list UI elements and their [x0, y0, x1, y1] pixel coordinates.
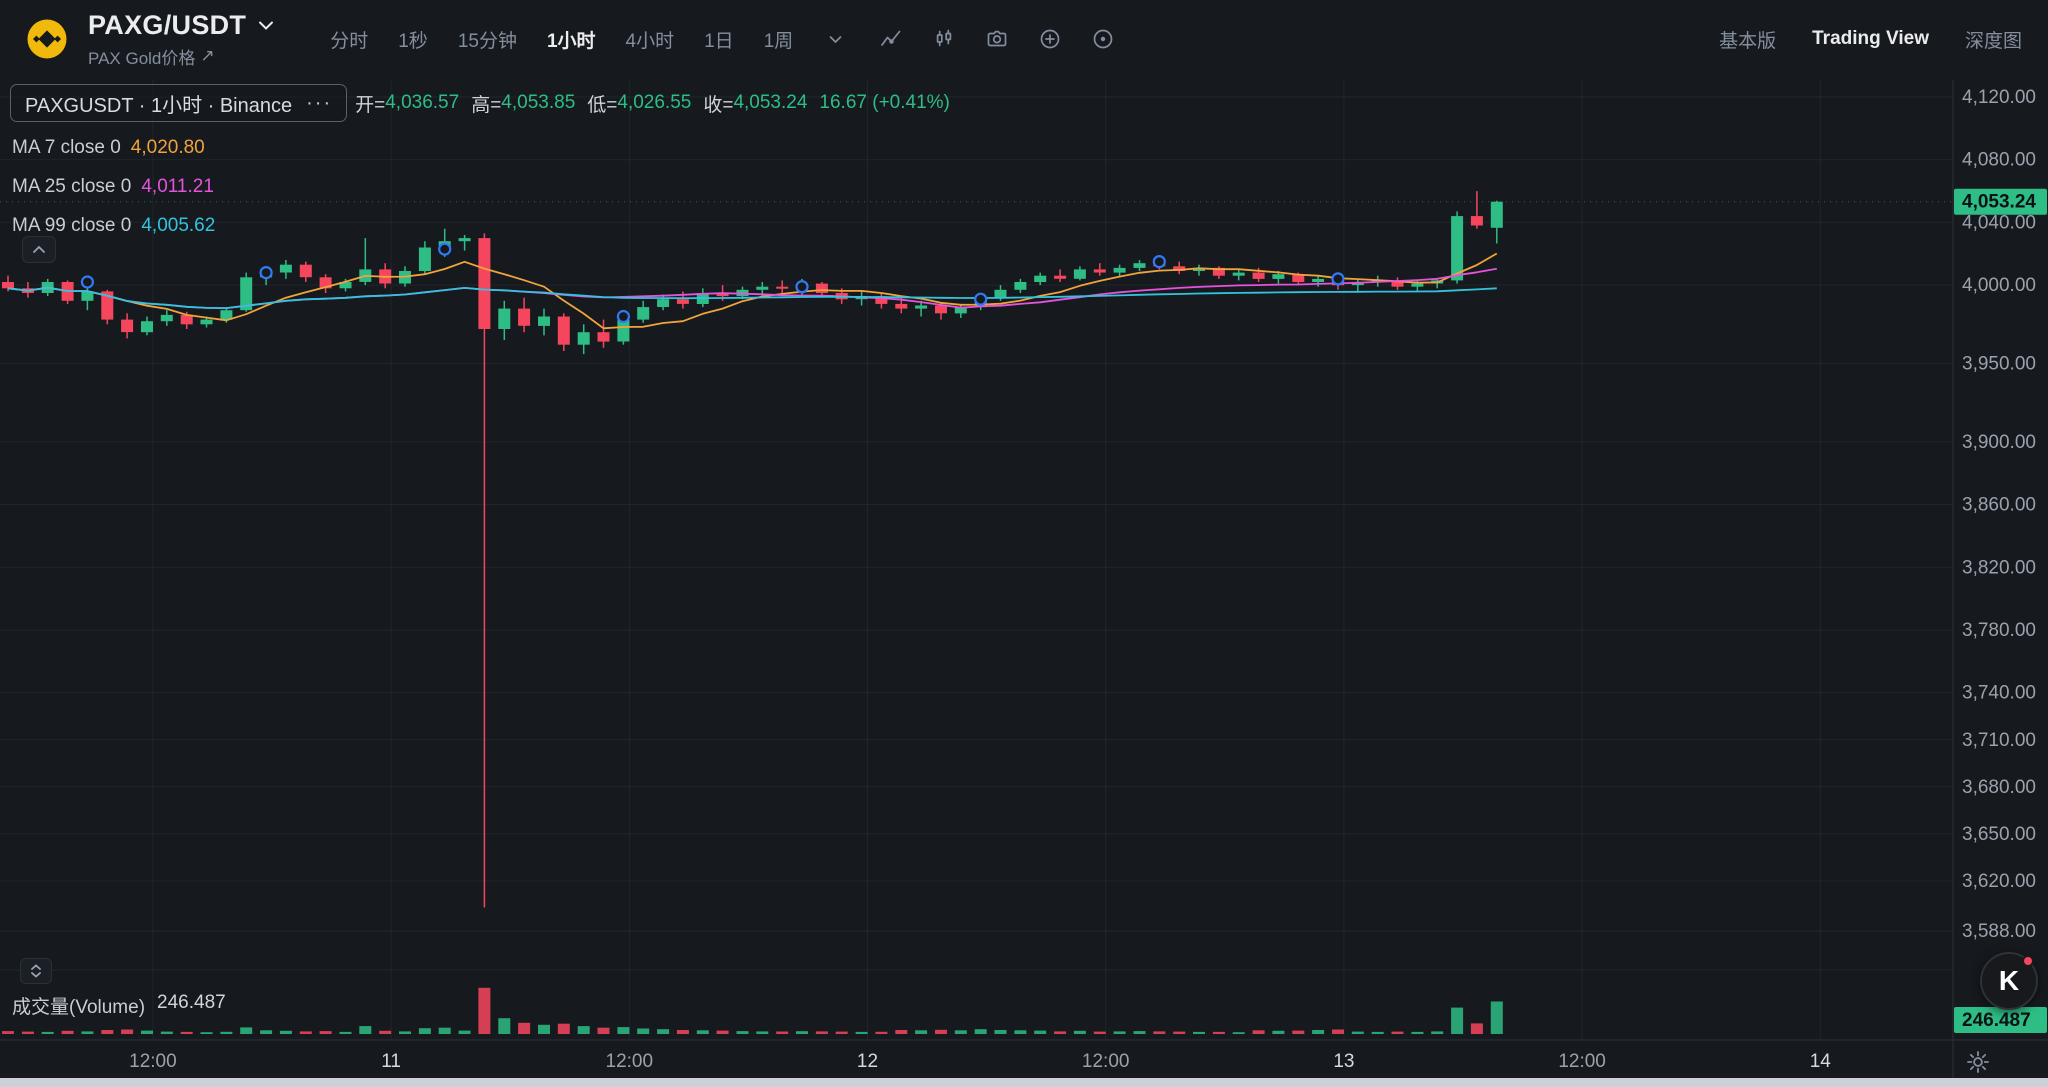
bottom-scrollbar[interactable] [0, 1078, 2048, 1087]
external-link-icon: ↗ [200, 46, 215, 65]
svg-text:12:00: 12:00 [1558, 1051, 1606, 1072]
svg-text:12:00: 12:00 [606, 1051, 654, 1072]
ma99-legend-row[interactable]: MA 99 close 0 4,005.62 [10, 206, 950, 245]
pair-subtitle-link[interactable]: PAX Gold价格 ↗ [88, 44, 274, 69]
support-widget-letter: K [1998, 965, 2020, 996]
ma25-legend-row[interactable]: MA 25 close 0 4,011.21 [10, 167, 950, 206]
svg-text:3,900.00: 3,900.00 [1962, 432, 2036, 453]
svg-text:12: 12 [857, 1051, 878, 1072]
symbol-label: PAXGUSDT · 1小时 · Binance [25, 94, 293, 117]
volume-label: 成交量(Volume) [12, 997, 146, 1018]
svg-text:3,620.00: 3,620.00 [1962, 871, 2036, 892]
header: PAXG/USDT PAX Gold价格 ↗ 分时 1秒 15分钟 1小时 4小… [0, 0, 2048, 78]
svg-text:3,780.00: 3,780.00 [1962, 620, 2036, 641]
svg-text:11: 11 [381, 1051, 401, 1072]
volume-value: 246.487 [157, 992, 226, 1013]
camera-icon[interactable] [985, 27, 1009, 51]
open-label: 开= [355, 94, 386, 116]
ohlc-readout: 开= 4,036.57 高= 4,053.85 低= 4,026.55 收= 4,053… [355, 90, 950, 117]
legend-collapse-button[interactable] [22, 236, 56, 263]
plus-circle-icon[interactable] [1038, 27, 1062, 51]
pair-subtitle: PAX Gold价格 [88, 48, 196, 68]
brand: PAXG/USDT PAX Gold价格 ↗ [26, 10, 274, 69]
high-label: 高= [471, 94, 502, 116]
view-mode-tabs: 基本版 Trading View 深度图 [1719, 26, 2022, 53]
low-label: 低= [587, 94, 618, 116]
notification-dot [2022, 955, 2034, 967]
change-value: 16.67 (+0.41%) [819, 92, 950, 113]
ma7-label: MA 7 close 0 [12, 136, 121, 158]
ma25-value: 4,011.21 [141, 175, 214, 197]
timeframe-1s[interactable]: 1秒 [398, 26, 428, 53]
ma99-label: MA 99 close 0 [12, 214, 132, 236]
pane-resize-button[interactable] [20, 958, 52, 984]
svg-text:4,080.00: 4,080.00 [1962, 150, 2036, 171]
high-value: 4,053.85 [501, 92, 576, 113]
svg-text:12:00: 12:00 [129, 1051, 177, 1072]
ma7-legend-row[interactable]: MA 7 close 0 4,020.80 [10, 128, 950, 167]
candles-style-icon[interactable] [932, 27, 956, 51]
svg-text:3,820.00: 3,820.00 [1962, 557, 2036, 578]
ma7-value: 4,020.80 [130, 136, 205, 158]
timeframe-1d[interactable]: 1日 [704, 26, 734, 53]
indicators-icon[interactable] [879, 27, 903, 51]
tab-depth[interactable]: 深度图 [1965, 26, 2022, 53]
ma-legend: MA 7 close 0 4,020.80 MA 25 close 0 4,01… [10, 128, 950, 245]
timeframe-4h[interactable]: 4小时 [626, 26, 675, 53]
svg-text:3,710.00: 3,710.00 [1962, 730, 2036, 751]
svg-text:3,740.00: 3,740.00 [1962, 683, 2036, 704]
timeframe-minutes[interactable]: 分时 [330, 26, 368, 53]
chart-toolbar [879, 27, 1115, 51]
close-value: 4,053.24 [733, 92, 808, 113]
timeframe-bar: 分时 1秒 15分钟 1小时 4小时 1日 1周 [330, 26, 847, 53]
svg-text:12:00: 12:00 [1082, 1051, 1130, 1072]
svg-text:4,053.24: 4,053.24 [1962, 192, 2036, 213]
svg-text:246.487: 246.487 [1962, 1010, 2031, 1031]
timeframe-1w[interactable]: 1周 [764, 26, 794, 53]
svg-text:4,000.00: 4,000.00 [1962, 275, 2036, 296]
ma25-label: MA 25 close 0 [12, 175, 132, 197]
svg-text:4,040.00: 4,040.00 [1962, 212, 2036, 233]
svg-text:13: 13 [1333, 1051, 1354, 1072]
svg-text:3,680.00: 3,680.00 [1962, 777, 2036, 798]
timeframe-more-caret-icon[interactable] [823, 27, 847, 51]
svg-text:3,860.00: 3,860.00 [1962, 495, 2036, 516]
time-axis-settings-gear-icon[interactable] [1964, 1048, 1992, 1076]
ma99-value: 4,005.62 [141, 214, 216, 236]
svg-text:3,650.00: 3,650.00 [1962, 824, 2036, 845]
binance-logo[interactable] [26, 18, 68, 60]
svg-text:14: 14 [1810, 1051, 1832, 1072]
svg-text:3,950.00: 3,950.00 [1962, 354, 2036, 375]
svg-text:3,588.00: 3,588.00 [1962, 921, 2036, 942]
timeframe-1h[interactable]: 1小时 [547, 26, 596, 53]
pair-dropdown-caret-icon[interactable] [258, 20, 274, 31]
tab-basic[interactable]: 基本版 [1719, 26, 1776, 53]
symbol-box[interactable]: PAXGUSDT · 1小时 · Binance ··· [10, 84, 348, 122]
more-options-icon[interactable]: ··· [306, 91, 333, 114]
volume-pane-legend: 成交量(Volume) 246.487 [12, 958, 226, 1019]
pair-title[interactable]: PAXG/USDT [88, 9, 247, 40]
close-label: 收= [703, 94, 734, 116]
svg-text:4,120.00: 4,120.00 [1962, 87, 2036, 108]
open-value: 4,036.57 [385, 92, 460, 113]
low-value: 4,026.55 [617, 92, 692, 113]
chart-legend: PAXGUSDT · 1小时 · Binance ··· 开= 4,036.57 … [10, 84, 950, 245]
target-settings-icon[interactable] [1091, 27, 1115, 51]
timeframe-15m[interactable]: 15分钟 [458, 26, 517, 53]
support-chat-widget-button[interactable]: K [1980, 952, 2038, 1010]
tab-tradingview[interactable]: Trading View [1812, 28, 1929, 49]
